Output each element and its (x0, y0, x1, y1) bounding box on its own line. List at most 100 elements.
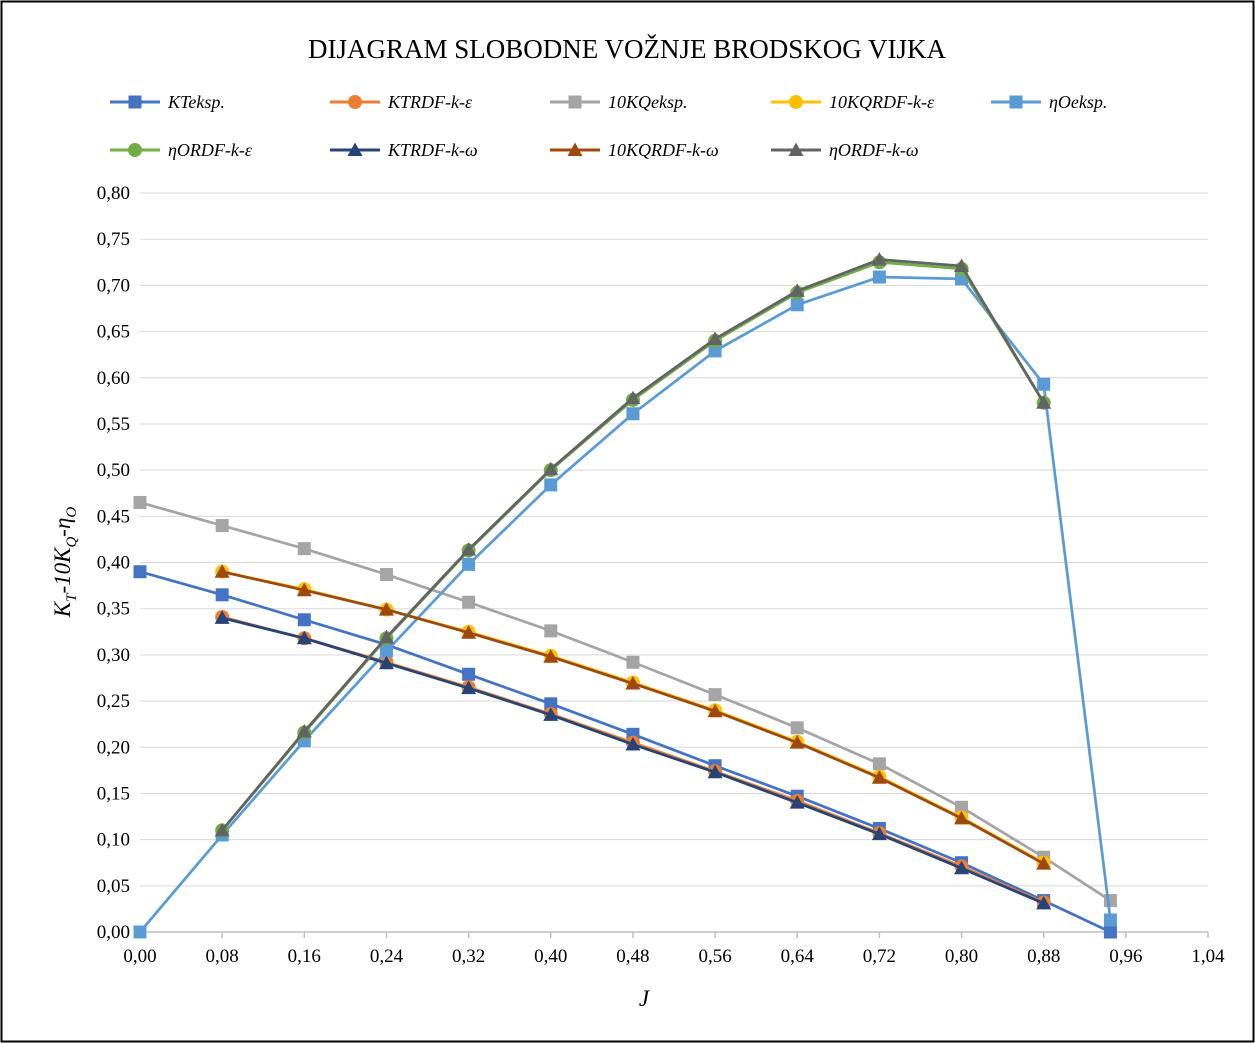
legend-label: KTRDF-k-ω (387, 140, 478, 160)
data-point (379, 568, 393, 582)
y-tick-label: 0,00 (97, 922, 130, 943)
y-label-sub-q: Q (64, 537, 80, 548)
axes (139, 931, 1209, 938)
legend-marker (347, 142, 363, 156)
data-point (462, 595, 476, 609)
data-point (462, 667, 476, 681)
data-point (790, 298, 804, 312)
data-point (378, 602, 394, 616)
y-tick-label: 0,70 (97, 275, 130, 296)
legend-label: 10KQRDF-k-ω (608, 140, 719, 160)
data-point (133, 925, 147, 939)
data-point (1103, 925, 1117, 939)
series-8 (214, 564, 1052, 870)
legend-label: KTeksp. (167, 92, 225, 112)
data-point (707, 331, 723, 345)
data-point (955, 800, 969, 814)
legend-marker (1009, 95, 1023, 109)
data-point (1036, 395, 1052, 409)
y-label-dash1: -10K (50, 546, 75, 594)
data-point (461, 542, 477, 556)
data-point (872, 270, 886, 284)
y-tick-label: 0,65 (97, 322, 130, 343)
data-point (1036, 856, 1052, 870)
data-point (789, 283, 805, 297)
y-tick-label: 0,40 (97, 553, 130, 574)
x-tick-label: 0,16 (288, 946, 321, 967)
legend-entry-6: ηORDF-k-ε (110, 140, 253, 160)
legend-label: ηOeksp. (1049, 92, 1107, 112)
legend-entry-8: 10KQRDF-k-ω (550, 140, 719, 160)
x-tick-label: 0,96 (1109, 946, 1142, 967)
data-point (133, 495, 147, 509)
y-label-dash2: -η (50, 518, 75, 537)
legend-marker (128, 95, 142, 109)
data-point (707, 764, 723, 779)
data-point (214, 610, 230, 624)
legend-entry-2: KTRDF-k-ε (330, 92, 473, 112)
y-tick-label: 0,15 (97, 783, 130, 804)
legend-label: ηORDF-k-ω (829, 140, 919, 160)
data-point (872, 757, 886, 771)
x-tick-label: 0,08 (206, 946, 239, 967)
y-tick-label: 0,10 (97, 830, 130, 851)
y-tick-label: 0,50 (97, 460, 130, 481)
chart-title: DIJAGRAM SLOBODNE VOŽNJE BRODSKOG VIJKA (308, 34, 947, 64)
x-tick-labels: 0,00 0,08 0,16 0,24 0,32 0,40 0,48 0,56 0,64 0,72… (123, 946, 1225, 967)
y-tick-label: 0,20 (97, 737, 130, 758)
data-point (1103, 913, 1117, 927)
data-point (133, 565, 147, 579)
x-tick-label: 1,04 (1191, 946, 1225, 967)
legend-marker (348, 95, 362, 109)
data-point (626, 407, 640, 421)
y-tick-label: 0,35 (97, 599, 130, 620)
data-point (707, 703, 723, 718)
data-point (296, 630, 312, 645)
series-9 (214, 252, 1052, 837)
legend-marker (788, 142, 804, 156)
data-point (871, 252, 887, 266)
legend-entry-1: KTeksp. (110, 92, 225, 112)
y-tick-label: 0,80 (97, 183, 130, 204)
data-point (954, 258, 970, 272)
data-point (543, 707, 559, 721)
legend-marker (568, 95, 582, 109)
data-point (461, 625, 477, 639)
y-tick-labels: 0,00 0,05 0,10 0,15 0,20 0,25 0,30 0,35 0,40 0,45… (97, 183, 130, 943)
x-tick-label: 0,88 (1027, 946, 1060, 967)
legend-marker (567, 142, 583, 156)
y-tick-label: 0,25 (97, 691, 130, 712)
legend-label: ηORDF-k-ε (168, 140, 253, 160)
legend-label: 10KQeksp. (608, 92, 688, 112)
data-point (297, 613, 311, 627)
data-point (297, 542, 311, 556)
data-point (543, 649, 559, 663)
data-point (214, 564, 230, 578)
grid-lines (140, 192, 1208, 887)
data-point (954, 810, 970, 825)
legend: KTeksp. KTRDF-k-ε 10KQeksp. 10KQRDF-k-ε ηOek… (110, 92, 1107, 160)
data-point (708, 344, 722, 358)
y-tick-label: 0,60 (97, 368, 130, 389)
legend-marker (128, 143, 142, 157)
y-label-k1: K (50, 600, 75, 618)
y-label-sub-o: O (64, 507, 80, 518)
legend-label: KTRDF-k-ε (387, 92, 473, 112)
data-point (543, 461, 559, 476)
x-axis-label: J (639, 986, 651, 1011)
data-point (954, 860, 970, 875)
y-label-sub-t: T (64, 592, 80, 602)
data-point (871, 826, 887, 841)
series-group (133, 252, 1117, 939)
data-point (378, 655, 394, 670)
data-point (215, 519, 229, 533)
legend-entry-4: 10KQRDF-k-ε (771, 92, 935, 112)
y-tick-label: 0,45 (97, 506, 130, 527)
y-tick-label: 0,75 (97, 229, 130, 250)
data-point (1037, 377, 1051, 391)
data-point (215, 588, 229, 602)
x-tick-label: 0,56 (698, 946, 731, 967)
data-point (379, 644, 393, 658)
series-7 (214, 610, 1052, 910)
